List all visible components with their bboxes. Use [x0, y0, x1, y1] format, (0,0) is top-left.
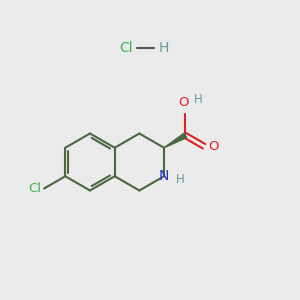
- Text: H: H: [159, 41, 169, 55]
- Text: Cl: Cl: [28, 182, 42, 195]
- Text: O: O: [178, 96, 189, 109]
- Text: H: H: [176, 173, 184, 186]
- Text: H: H: [194, 93, 203, 106]
- Polygon shape: [164, 133, 187, 148]
- Text: Cl: Cl: [119, 41, 133, 55]
- Text: N: N: [159, 169, 169, 183]
- Text: O: O: [208, 140, 218, 153]
